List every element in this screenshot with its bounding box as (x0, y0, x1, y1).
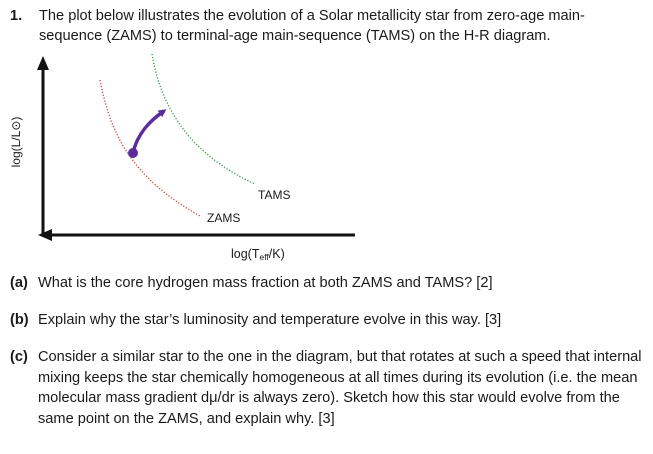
part-a-label: (a) (10, 275, 28, 291)
zams-start-point (128, 148, 138, 158)
y-axis-arrowhead (37, 56, 49, 70)
part-c-label: (c) (10, 349, 28, 365)
part-a: (a) What is the core hydrogen mass fract… (10, 273, 646, 294)
evolution-track-arrow (131, 109, 167, 154)
y-axis-label: log(L/L⊙) (9, 117, 23, 168)
part-a-text: What is the core hydrogen mass fraction … (38, 275, 493, 291)
x-axis-arrowhead (38, 229, 52, 241)
part-c: (c) Consider a similar star to the one i… (10, 347, 646, 429)
hr-diagram: log(L/L⊙) ZAMS TAMS log(Teff/K) (9, 53, 355, 262)
part-c-text: Consider a similar star to the one in th… (38, 349, 642, 427)
part-b-text: Explain why the star’s luminosity and te… (38, 312, 502, 328)
tams-label: TAMS (258, 188, 290, 202)
x-axis-label-end: /K) (269, 247, 285, 261)
x-axis-label-main: log(T (231, 247, 260, 261)
x-axis-label: log(Teff/K) (231, 247, 285, 262)
question-text: The plot below illustrates the evolution… (39, 8, 585, 44)
zams-curve (99, 79, 201, 217)
part-b: (b) Explain why the star’s luminosity an… (10, 310, 646, 331)
x-axis-label-sub: eff (259, 252, 269, 262)
question-number: 1. (10, 8, 23, 24)
part-b-label: (b) (10, 312, 29, 328)
tams-curve (151, 53, 256, 185)
question-1: 1. The plot below illustrates the evolut… (10, 6, 640, 46)
zams-label: ZAMS (207, 211, 240, 225)
